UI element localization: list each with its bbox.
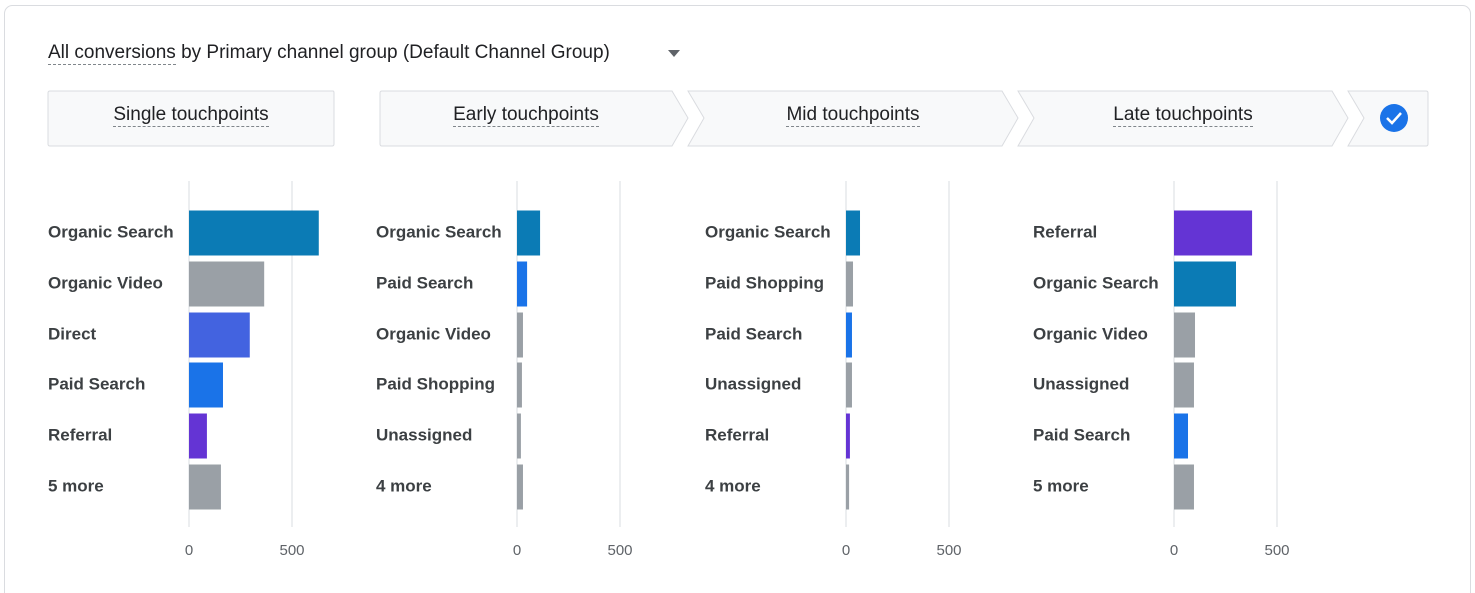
category-label: Paid Shopping (376, 374, 495, 393)
dropdown-arrow[interactable] (668, 50, 680, 57)
category-label: Unassigned (705, 374, 801, 393)
bar (517, 261, 528, 307)
metric[interactable]: All conversions (48, 42, 176, 65)
bar (189, 362, 223, 408)
category-label: 5 more (48, 476, 104, 495)
bar (189, 312, 250, 358)
tab-title: Mid touchpoints (786, 104, 920, 127)
bar (189, 210, 319, 256)
category-label: Organic Search (376, 222, 502, 241)
category-label: 5 more (1033, 476, 1089, 495)
tab-shape[interactable] (47, 90, 335, 147)
bar (846, 464, 850, 510)
category-label: 4 more (705, 476, 761, 495)
check-icon (1380, 104, 1408, 132)
category-label: Paid Search (376, 273, 473, 292)
tab-title: Single touchpoints (113, 104, 269, 127)
category-label: Paid Shopping (705, 273, 824, 292)
bar (1174, 413, 1189, 459)
tab-label[interactable]: Late touchpoints (1034, 104, 1332, 127)
bar (189, 261, 265, 307)
bar (1174, 210, 1253, 256)
category-label: 4 more (376, 476, 432, 495)
tab-title: Early touchpoints (453, 104, 599, 127)
by: by (181, 42, 202, 63)
bar (846, 312, 852, 358)
x-tick-label: 500 (936, 542, 961, 559)
bar (846, 413, 850, 459)
category-label: Paid Search (705, 324, 802, 343)
bar (189, 464, 221, 510)
category-label: Organic Video (1033, 324, 1148, 343)
category-label: Referral (48, 425, 112, 444)
bar (189, 413, 207, 459)
bar (1174, 464, 1194, 510)
category-label: Organic Search (705, 222, 831, 241)
bar (1174, 312, 1196, 358)
x-tick-label: 0 (842, 542, 850, 559)
x-tick-label: 500 (607, 542, 632, 559)
category-label: Unassigned (1033, 374, 1129, 393)
bar (846, 210, 861, 256)
bar (517, 312, 523, 358)
x-tick-label: 500 (279, 542, 304, 559)
bar (517, 413, 521, 459)
category-label: Paid Search (1033, 425, 1130, 444)
x-tick-label: 0 (1170, 542, 1178, 559)
tab-label[interactable]: Single touchpoints (48, 104, 334, 127)
x-tick-label: 0 (513, 542, 521, 559)
tab-shape[interactable] (379, 90, 689, 147)
category-label: Paid Search (48, 374, 145, 393)
bar (1174, 261, 1237, 307)
bar (846, 261, 854, 307)
bar (1174, 362, 1194, 408)
category-label: Organic Video (48, 273, 163, 292)
bar (517, 362, 522, 408)
bar (517, 464, 523, 510)
bar (517, 210, 541, 256)
card-border (4, 5, 1471, 593)
header: All conversions by Primary channel group… (48, 42, 610, 65)
tab-title: Late touchpoints (1113, 104, 1253, 127)
dimension[interactable]: Primary channel group (Default Channel G… (206, 42, 610, 63)
check-mark (1386, 112, 1402, 125)
bar (846, 362, 852, 408)
category-label: Organic Video (376, 324, 491, 343)
category-label: Organic Search (48, 222, 174, 241)
category-label: Organic Search (1033, 273, 1159, 292)
category-label: Unassigned (376, 425, 472, 444)
tab-label[interactable]: Mid touchpoints (704, 104, 1002, 127)
tab-shape[interactable] (687, 90, 1019, 147)
tab-label[interactable]: Early touchpoints (380, 104, 672, 127)
tab-shape[interactable] (1017, 90, 1349, 147)
x-tick-label: 500 (1264, 542, 1289, 559)
category-label: Referral (1033, 222, 1097, 241)
category-label: Referral (705, 425, 769, 444)
category-label: Direct (48, 324, 97, 343)
x-tick-label: 0 (185, 542, 193, 559)
